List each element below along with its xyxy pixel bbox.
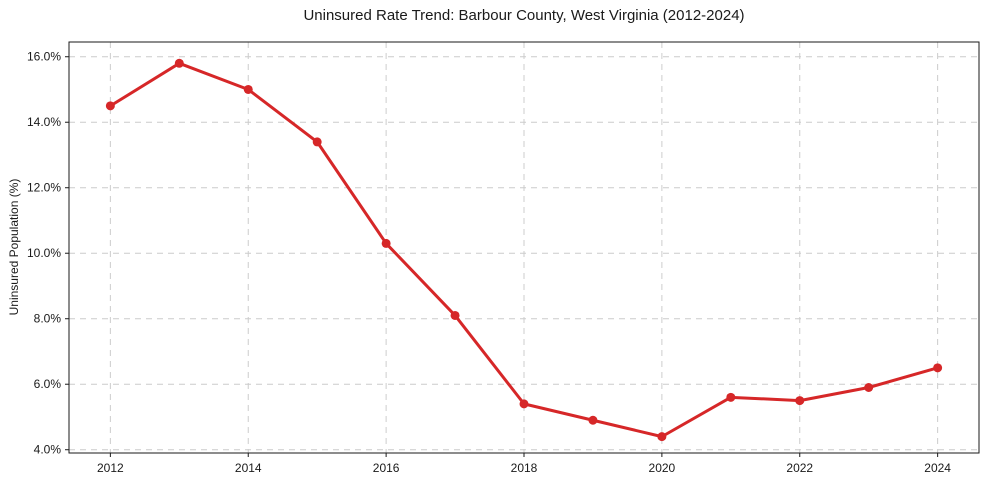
y-tick-label: 16.0% <box>27 50 61 64</box>
data-point <box>243 84 253 94</box>
y-tick-label: 10.0% <box>27 246 61 260</box>
data-point <box>381 238 391 248</box>
y-tick-label: 12.0% <box>27 181 61 195</box>
y-tick-label: 14.0% <box>27 115 61 129</box>
x-tick-label: 2024 <box>924 461 951 475</box>
data-point <box>174 58 184 68</box>
x-tick-label: 2018 <box>511 461 538 475</box>
x-tick-label: 2014 <box>235 461 262 475</box>
data-point <box>105 101 115 111</box>
data-point <box>519 399 529 409</box>
chart-title: Uninsured Rate Trend: Barbour County, We… <box>303 7 745 24</box>
x-tick-label: 2020 <box>649 461 676 475</box>
data-point <box>933 363 943 373</box>
x-tick-label: 2022 <box>786 461 813 475</box>
data-point <box>726 392 736 402</box>
data-point <box>312 137 322 147</box>
y-axis-label: Uninsured Population (%) <box>7 178 21 316</box>
data-point <box>864 383 874 393</box>
y-tick-label: 4.0% <box>34 443 62 457</box>
data-point <box>795 396 805 406</box>
data-point <box>450 310 460 320</box>
y-tick-label: 8.0% <box>34 312 62 326</box>
data-point <box>588 415 598 425</box>
x-tick-label: 2016 <box>373 461 400 475</box>
x-tick-label: 2012 <box>97 461 124 475</box>
data-point <box>657 432 667 442</box>
y-tick-label: 6.0% <box>34 377 62 391</box>
